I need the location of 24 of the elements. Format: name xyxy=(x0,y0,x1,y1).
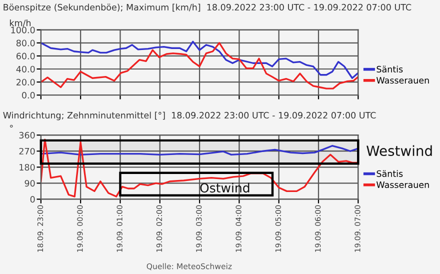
chart-title: Böenspitze (Sekundenböe); Maximum [km/h] 18.09.2022 23:00 UTC - 19.09.2022 07:00 UTC xyxy=(4,4,412,12)
band-label: Westwind xyxy=(366,145,432,156)
y-tick-label: 20.0 xyxy=(16,78,35,86)
y-tick-label: 0 xyxy=(30,196,35,203)
legend-label: Wasserauen xyxy=(376,77,429,84)
y-tick-label: 360 xyxy=(19,132,35,139)
y-tick-label: 60.0 xyxy=(16,52,35,60)
text: Säntis xyxy=(376,170,403,177)
y-tick-label: 40.0 xyxy=(16,66,35,72)
line-series xyxy=(40,40,358,79)
y-tick-label: 0.0 xyxy=(22,92,35,99)
legend-label: Säntis xyxy=(376,66,403,73)
y-axis-title: km/h xyxy=(10,19,31,27)
chart-title: Windrichtung; Zehnminutenmittel [°] 18.09.2022 23:00 UTC - 19.09.2022 07:00 UTC xyxy=(3,112,376,120)
line-series xyxy=(40,138,358,198)
y-tick-label: 270 xyxy=(19,148,35,155)
y-tick-label: 90 xyxy=(24,180,35,187)
y-tick-label: 80.0 xyxy=(16,40,35,46)
line-series xyxy=(40,42,358,90)
text: Wasserauen xyxy=(376,182,429,188)
y-tick-label: 180 xyxy=(20,164,35,171)
line-series xyxy=(40,144,358,156)
y-tick-label: 100.0 xyxy=(11,26,35,34)
y-axis-title: ° xyxy=(10,124,13,128)
